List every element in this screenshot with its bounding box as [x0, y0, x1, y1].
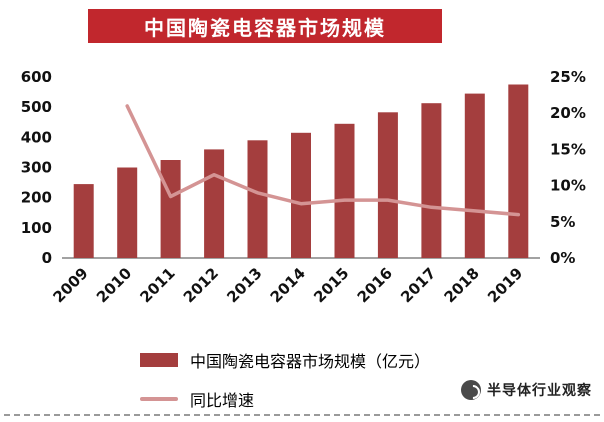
- svg-text:600: 600: [21, 68, 52, 86]
- svg-text:2018: 2018: [441, 264, 483, 306]
- svg-text:2014: 2014: [267, 264, 309, 306]
- svg-text:2010: 2010: [93, 264, 135, 306]
- svg-text:10%: 10%: [550, 177, 586, 195]
- svg-text:200: 200: [21, 189, 52, 207]
- svg-text:2012: 2012: [180, 264, 222, 306]
- legend-item-market-size: 中国陶瓷电容器市场规模（亿元）: [140, 348, 430, 372]
- svg-text:2015: 2015: [310, 264, 352, 306]
- svg-text:15%: 15%: [550, 140, 586, 158]
- line-series-label: 同比增速: [190, 391, 255, 410]
- svg-text:100: 100: [21, 219, 52, 237]
- bar-series-swatch: [140, 353, 178, 367]
- svg-text:0%: 0%: [550, 249, 575, 267]
- watermark-logo-icon: [461, 380, 481, 400]
- svg-text:500: 500: [21, 98, 52, 116]
- svg-text:2009: 2009: [49, 264, 91, 306]
- chart-title-banner: 中国陶瓷电容器市场规模: [88, 9, 442, 43]
- svg-text:2016: 2016: [354, 264, 396, 306]
- legend: 中国陶瓷电容器市场规模（亿元） 同比增速: [140, 348, 430, 411]
- legend-item-growth-rate: 同比增速: [140, 387, 430, 411]
- svg-text:400: 400: [21, 128, 52, 146]
- bottom-divider: [4, 414, 600, 416]
- bar-series-label: 中国陶瓷电容器市场规模（亿元）: [190, 352, 431, 371]
- svg-text:0: 0: [42, 249, 52, 267]
- svg-text:25%: 25%: [550, 68, 586, 86]
- svg-text:2017: 2017: [397, 264, 439, 306]
- watermark: 半导体行业观察: [461, 380, 592, 400]
- line-series-swatch: [140, 397, 178, 401]
- svg-text:20%: 20%: [550, 104, 586, 122]
- svg-text:2011: 2011: [136, 264, 178, 306]
- svg-text:300: 300: [21, 159, 52, 177]
- svg-text:2019: 2019: [484, 264, 526, 306]
- svg-text:2013: 2013: [223, 264, 265, 306]
- watermark-text: 半导体行业观察: [487, 383, 592, 399]
- svg-text:5%: 5%: [550, 213, 575, 231]
